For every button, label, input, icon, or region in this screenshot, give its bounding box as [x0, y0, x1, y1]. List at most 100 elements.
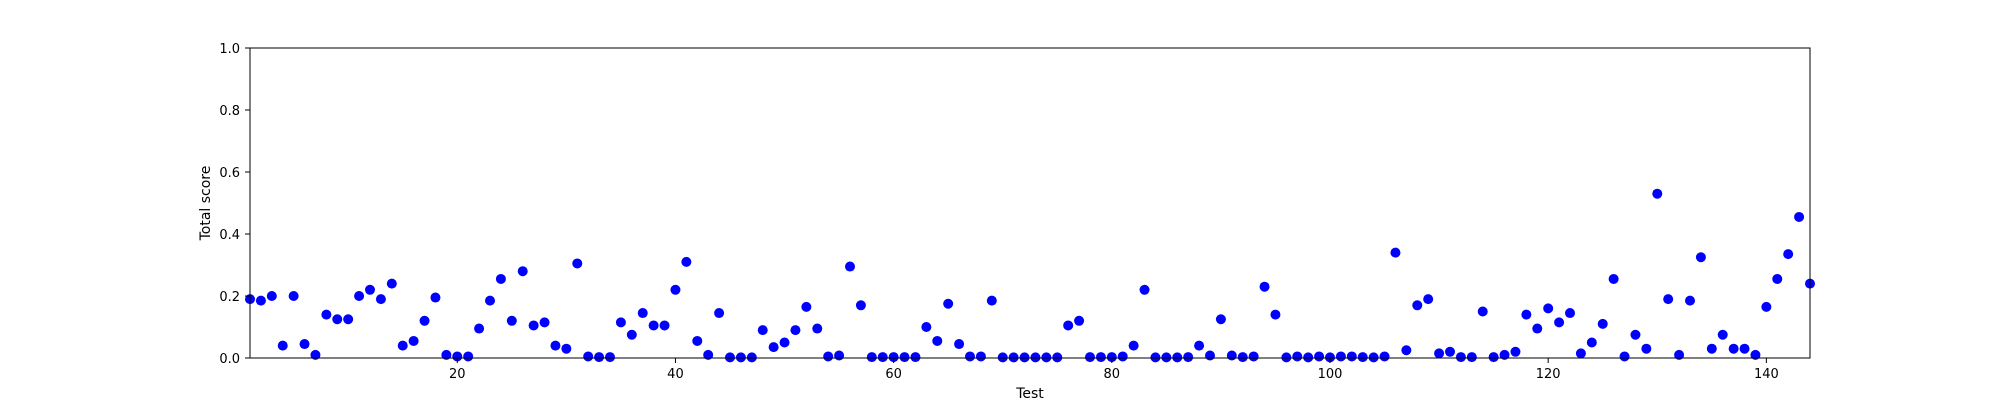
data-point — [1445, 346, 1455, 357]
data-point — [1063, 320, 1074, 331]
data-point — [550, 340, 561, 351]
data-point — [670, 284, 681, 295]
data-point — [1041, 352, 1052, 363]
y-tick-label: 0.2 — [219, 290, 240, 305]
data-point — [1346, 351, 1357, 362]
data-point — [1488, 352, 1499, 363]
data-point — [332, 314, 343, 325]
data-point — [1510, 346, 1521, 357]
data-point — [1281, 352, 1292, 363]
data-point — [1412, 300, 1423, 311]
data-point — [921, 322, 932, 332]
data-point — [572, 258, 583, 269]
data-point — [1695, 252, 1706, 263]
data-point — [1728, 343, 1739, 354]
data-point — [255, 295, 266, 306]
x-tick-label: 20 — [449, 367, 466, 382]
data-point — [1401, 345, 1412, 356]
x-axis-ticks: 20 40 60 80 100 120 140 — [449, 358, 1779, 382]
data-point — [1074, 315, 1085, 326]
data-point — [626, 329, 637, 340]
data-point — [1128, 340, 1139, 351]
data-point — [539, 317, 550, 328]
data-point — [1205, 350, 1215, 361]
data-point — [288, 291, 299, 301]
data-point — [965, 351, 975, 362]
data-point — [877, 352, 888, 363]
data-point — [310, 349, 321, 360]
data-point — [277, 340, 288, 351]
data-point — [528, 320, 539, 331]
data-points — [245, 188, 1815, 363]
data-point — [1630, 329, 1641, 340]
data-point — [1685, 295, 1695, 306]
data-point — [1226, 350, 1237, 361]
data-point — [1674, 349, 1685, 360]
data-point — [615, 317, 626, 328]
data-point — [506, 315, 517, 326]
y-tick-label: 0.8 — [219, 104, 240, 119]
data-point — [866, 352, 877, 363]
data-point — [801, 301, 812, 312]
x-tick-label: 120 — [1536, 367, 1561, 382]
data-point — [1575, 348, 1586, 359]
data-point — [659, 320, 670, 331]
data-point — [845, 261, 855, 272]
data-point — [637, 308, 648, 319]
data-point — [1270, 309, 1281, 320]
data-point — [888, 352, 899, 363]
data-point — [757, 325, 768, 336]
plot-area-frame — [249, 47, 1811, 359]
data-point — [299, 339, 310, 350]
data-point — [1248, 351, 1259, 362]
y-axis-label: Total score — [198, 166, 214, 242]
data-point — [812, 323, 823, 334]
data-point — [1390, 247, 1401, 258]
data-point — [1325, 352, 1335, 363]
data-point — [1172, 352, 1183, 363]
data-point — [1379, 351, 1390, 362]
data-point — [1303, 352, 1314, 363]
data-point — [1259, 281, 1270, 292]
data-point — [1161, 352, 1172, 363]
data-point — [1292, 351, 1303, 362]
data-point — [1150, 352, 1161, 363]
data-point — [1739, 343, 1750, 354]
data-point — [1357, 352, 1368, 363]
data-point — [703, 349, 714, 360]
data-point — [1499, 349, 1510, 360]
data-point — [561, 343, 572, 354]
y-tick-label: 0.4 — [219, 228, 240, 243]
data-point — [823, 351, 834, 362]
data-point — [419, 315, 430, 326]
data-point — [386, 278, 397, 289]
data-point — [1597, 318, 1608, 329]
data-point — [485, 295, 495, 306]
data-point — [648, 320, 659, 331]
data-point — [975, 351, 986, 362]
data-point — [441, 349, 452, 360]
data-point — [1314, 351, 1325, 362]
y-tick-label: 1.0 — [219, 42, 240, 57]
data-point — [1095, 352, 1106, 363]
x-tick-label: 100 — [1318, 367, 1343, 382]
data-point — [375, 294, 386, 305]
data-point — [1183, 352, 1194, 363]
data-point — [1706, 343, 1717, 354]
data-point — [714, 308, 725, 319]
data-point — [397, 340, 408, 351]
data-point — [354, 291, 365, 301]
data-point — [997, 352, 1008, 363]
data-point — [1139, 284, 1150, 295]
data-point — [1521, 309, 1532, 320]
data-point — [1794, 211, 1805, 222]
data-point — [692, 335, 703, 346]
data-point — [899, 352, 910, 363]
data-point — [1772, 273, 1783, 284]
data-point — [855, 300, 866, 311]
data-point — [343, 314, 354, 325]
data-point — [1423, 294, 1434, 305]
data-point — [1586, 337, 1597, 348]
x-axis-label: Test — [1015, 386, 1044, 400]
